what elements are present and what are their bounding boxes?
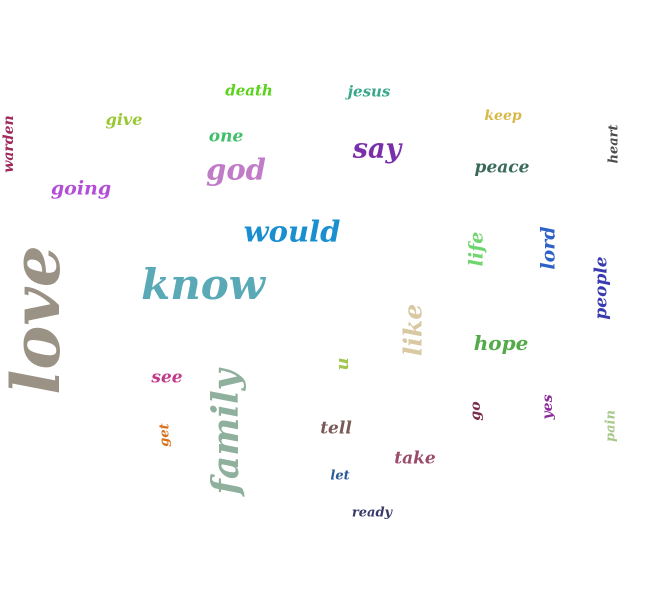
word-go: go: [468, 401, 484, 421]
word-keep: keep: [484, 108, 522, 124]
word-people: people: [591, 256, 612, 320]
word-get: get: [157, 423, 173, 447]
word-hope: hope: [473, 331, 529, 355]
word-see: see: [151, 367, 183, 388]
word-heart: heart: [606, 124, 622, 164]
word-warden: warden: [1, 115, 17, 173]
word-life: life: [465, 231, 488, 267]
word-would: would: [243, 214, 341, 249]
word-yes: yes: [540, 394, 556, 420]
word-one: one: [208, 126, 244, 147]
word-family: family: [205, 369, 247, 495]
word-pain: pain: [603, 410, 619, 442]
word-going: going: [50, 177, 112, 200]
word-jesus: jesus: [347, 82, 391, 101]
word-u: u: [332, 357, 353, 371]
word-say: say: [352, 133, 402, 165]
word-take: take: [394, 448, 436, 469]
word-know: know: [141, 260, 265, 309]
word-like: like: [398, 303, 428, 357]
word-give: give: [105, 110, 143, 129]
word-god: god: [206, 152, 266, 187]
word-let: let: [330, 468, 350, 484]
word-ready: ready: [351, 505, 393, 521]
word-peace: peace: [474, 157, 530, 178]
word-love: love: [0, 245, 75, 395]
word-death: death: [225, 81, 273, 100]
word-tell: tell: [320, 418, 352, 439]
word-lord: lord: [537, 226, 560, 270]
